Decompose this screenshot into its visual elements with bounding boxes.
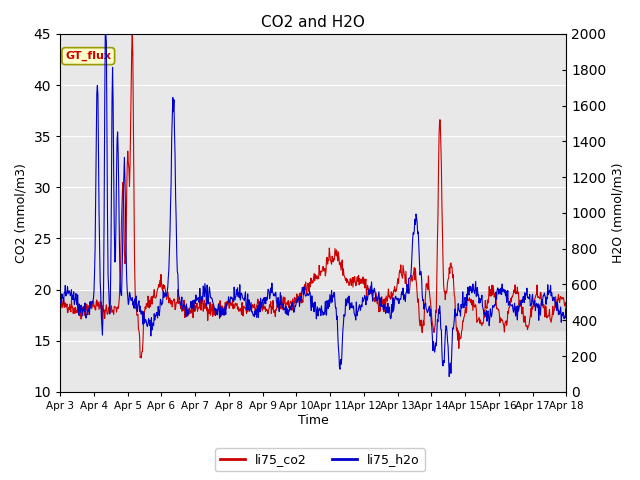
Bar bbox=[60, 289, 566, 330]
X-axis label: Time: Time bbox=[298, 414, 329, 427]
Y-axis label: H2O (mmol/m3): H2O (mmol/m3) bbox=[612, 163, 625, 263]
Y-axis label: CO2 (mmol/m3): CO2 (mmol/m3) bbox=[15, 163, 28, 263]
Text: GT_flux: GT_flux bbox=[65, 51, 111, 61]
Title: CO2 and H2O: CO2 and H2O bbox=[261, 15, 365, 30]
Legend: li75_co2, li75_h2o: li75_co2, li75_h2o bbox=[215, 448, 425, 471]
